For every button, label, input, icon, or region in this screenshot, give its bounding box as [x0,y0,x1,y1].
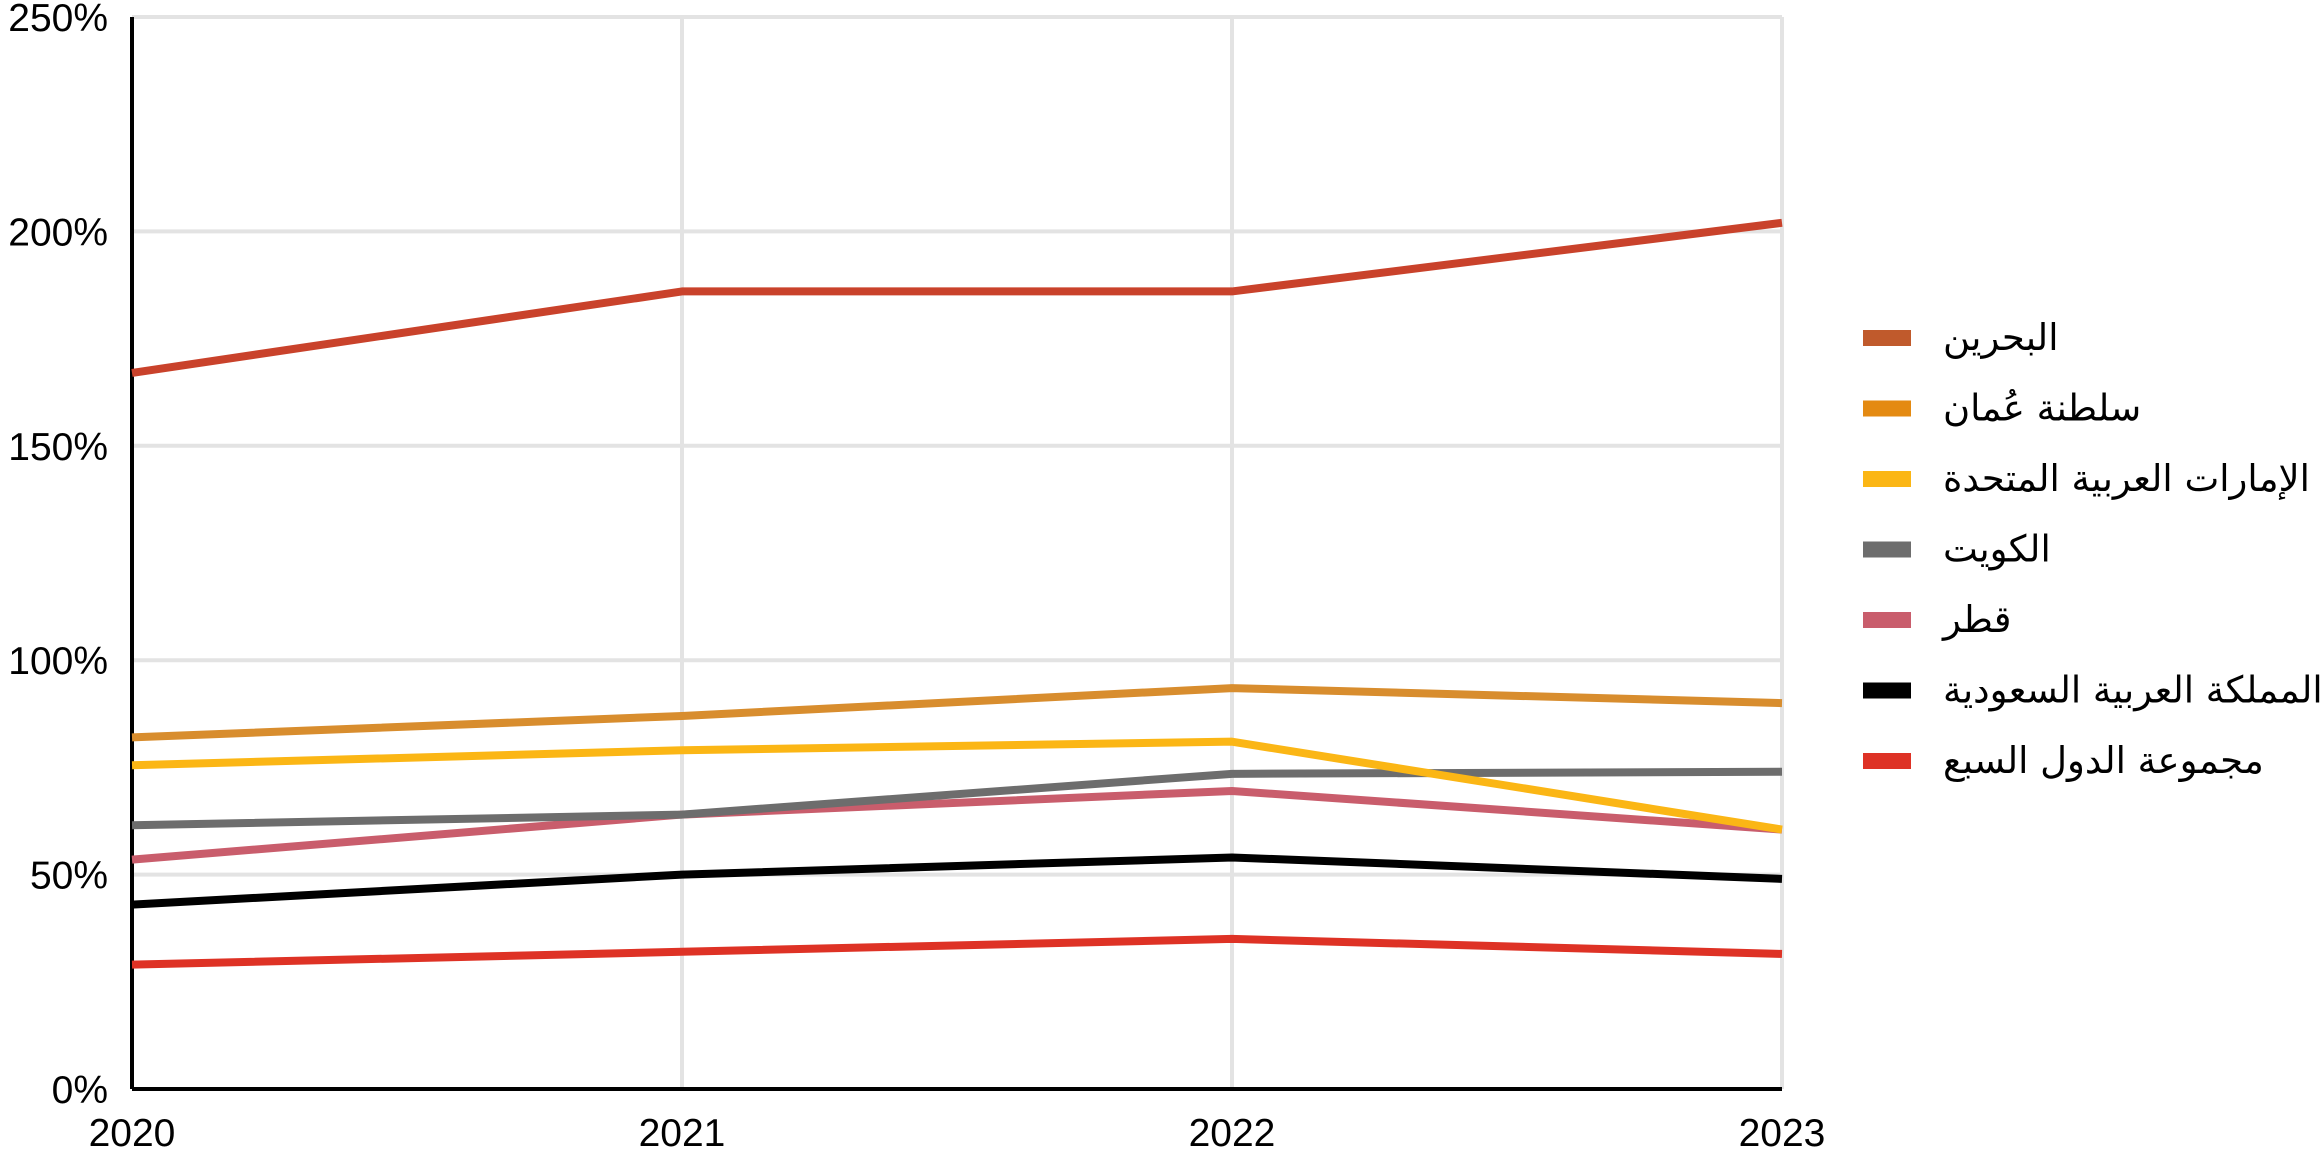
grid [132,15,1784,1089]
legend-label: الكويت [1943,528,2051,571]
x-tick-label: 2022 [1189,1112,1276,1155]
legend-label: مجموعة الدول السبع [1943,739,2264,782]
legend-item: البحرين [1863,316,2058,359]
x-tick-label: 2023 [1739,1112,1826,1155]
legend-swatch [1863,541,1911,558]
legend-swatch [1863,753,1911,769]
series-lines [131,218,1783,969]
legend-item: المملكة العربية السعودية [1863,669,2323,712]
axes [130,17,1782,1091]
series-line [131,934,1783,969]
legend-item: الإمارات العربية المتحدة [1863,457,2310,500]
legend-label: الإمارات العربية المتحدة [1943,457,2310,500]
x-tick-label: 2021 [639,1112,726,1155]
legend-swatch [1863,400,1911,417]
series-line [131,853,1783,909]
series-line [131,684,1783,742]
y-tick-label: 50% [30,855,108,898]
series-line [131,218,1783,377]
y-tick-label: 150% [8,426,108,469]
y-tick-label: 200% [8,211,108,254]
legend-label: البحرين [1943,316,2058,359]
legend-item: سلطنة عُمان [1863,387,2141,430]
y-tick-label: 100% [8,640,108,683]
legend-label: سلطنة عُمان [1943,387,2141,430]
y-tick-labels: 0% 50% 100% 150% 200% 250% [8,0,108,1112]
y-tick-label: 250% [8,0,108,40]
legend-item: قطر [1863,598,2011,641]
legend-item: مجموعة الدول السبع [1863,739,2264,782]
legend-swatch [1863,330,1911,346]
x-tick-label: 2020 [89,1112,176,1155]
legend: البحرين سلطنة عُمان الإمارات العربية المتح… [1863,316,2323,782]
legend-label: المملكة العربية السعودية [1943,669,2323,712]
series-line [131,786,1783,864]
legend-swatch [1863,682,1911,699]
y-tick-label: 0% [52,1069,108,1112]
legend-label: قطر [1941,598,2011,641]
legend-item: الكويت [1863,528,2051,571]
series-line [131,737,1783,834]
legend-swatch [1863,612,1911,628]
x-tick-labels: 2020 2021 2022 2023 [89,1112,1826,1155]
legend-swatch [1863,471,1911,487]
series-line [131,767,1783,830]
